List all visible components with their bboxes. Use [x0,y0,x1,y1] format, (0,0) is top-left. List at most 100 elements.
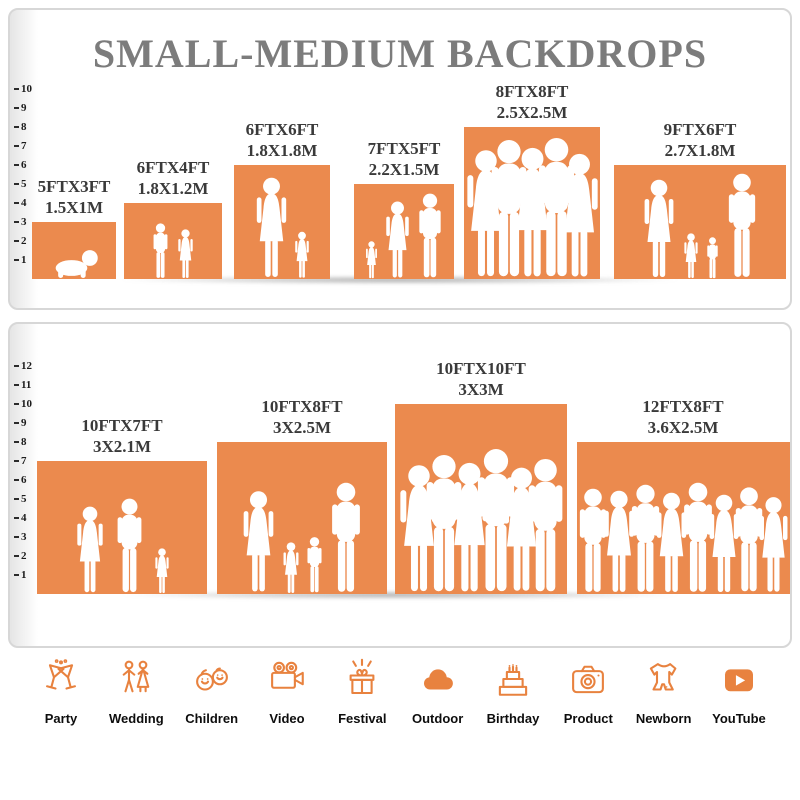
category-product: Product [555,658,621,726]
woman-silhouette [757,496,790,594]
axis-tick: 1 [14,254,27,266]
axis-tick: 2 [14,550,27,562]
silhouette-group [234,177,330,279]
bar-size-label: 7FTX5FT 2.2X1.5M [368,139,441,180]
child-silhouette [683,233,699,279]
bar-size-label: 10FTX8FT 3X2.5M [261,397,342,438]
size-m: 3X2.5M [272,417,332,437]
axis-tick: 5 [14,493,27,505]
backdrop-bar-8x8 [464,127,600,279]
child-silhouette [306,536,323,594]
bar-size-label: 6FTX4FT 1.8X1.2M [137,158,210,199]
man-silhouette [726,173,758,279]
size-ft: 6FTX6FT [245,120,319,140]
outdoor-icon [423,669,453,690]
bar-size-label: 5FTX3FT 1.5X1M [38,177,111,218]
children-icon [195,667,228,691]
axis-tick: 11 [14,379,31,391]
category-label: Party [44,711,78,726]
birthday-icon [498,664,528,696]
category-label: YouTube [712,711,766,726]
child-silhouette [365,241,378,279]
woman-silhouette [254,177,289,279]
backdrop-bar-10x7 [37,461,207,594]
top-chart: 5FTX3FT 1.5X1M 6FTX4FT 1.8X1.2M 6FTX6FT … [10,10,790,279]
child-silhouette [706,237,719,279]
axis-tick: 8 [14,436,27,448]
category-label: Newborn [635,711,692,726]
festival-icon [349,658,375,695]
bar-size-label: 10FTX10FT 3X3M [436,359,526,400]
backdrop-bar-6x4 [124,203,222,279]
silhouette-group [395,448,567,594]
bar-size-label: 10FTX7FT 3X2.1M [81,416,162,457]
size-ft: 8FTX8FT [495,82,569,102]
size-m: 2.5X2.5M [496,102,568,122]
category-wedding: Wedding [103,658,169,726]
category-label: Outdoor [412,711,464,726]
party-icon [46,659,76,690]
bottom-chart: 10FTX7FT 3X2.1M 10FTX8FT 3X2.5M [10,324,790,594]
backdrop-bar-7x5 [354,184,454,279]
size-ft: 10FTX7FT [81,416,163,436]
silhouette-group [124,223,222,279]
backdrop-bar-9x6 [614,165,786,279]
category-youtube: YouTube [706,658,772,726]
axis-tick: 7 [14,455,27,467]
woman-silhouette [642,179,676,279]
bar-size-label: 6FTX6FT 1.8X1.8M [246,120,319,161]
woman-silhouette [558,153,601,279]
silhouette-group [577,482,790,594]
page-title: SMALL-MEDIUM BACKDROPS [92,31,708,76]
category-outdoor: Outdoor [405,658,471,726]
backdrop-bar-10x8 [217,442,387,594]
bar-size-label: 9FTX6FT 2.7X1.8M [664,120,737,161]
size-ft: 10FTX8FT [261,397,343,417]
size-m: 3X3M [458,379,504,399]
category-festival: Festival [329,658,395,726]
size-ft: 12FTX8FT [642,397,724,417]
woman-silhouette [241,490,276,594]
axis-tick: 1 [14,569,27,581]
size-m: 1.8X1.8M [246,140,318,160]
category-children: Children [179,658,245,726]
woman-silhouette [384,201,411,279]
backdrop-bar-6x6 [234,165,330,279]
youtube-icon [724,669,753,692]
category-label: Product [563,711,613,726]
man-silhouette [329,482,363,594]
baby-silhouette [49,247,99,279]
axis-tick: 9 [14,102,27,114]
category-party: Party [28,658,94,726]
child-silhouette [294,231,310,279]
bar-size-label: 8FTX8FT 2.5X2.5M [496,82,569,123]
category-label: Birthday [486,711,540,726]
silhouette-group [614,173,786,279]
size-ft: 9FTX6FT [663,120,737,140]
category-label: Video [269,711,305,726]
child-silhouette [177,229,194,279]
axis-tick: 3 [14,531,27,543]
backdrop-bar-12x8 [577,442,790,594]
axis-tick: 2 [14,235,27,247]
size-ft: 10FTX10FT [436,359,526,379]
axis-tick: 6 [14,474,27,486]
child-silhouette [152,223,169,279]
woman-silhouette [75,506,105,594]
size-m: 1.8X1.2M [137,178,209,198]
axis-tick: 3 [14,216,27,228]
wedding-icon [123,660,150,693]
axis-tick: 8 [14,121,27,133]
size-m: 3X2.1M [92,436,152,456]
category-label: Festival [338,711,387,726]
size-m: 3.6X2.5M [647,417,719,437]
axis-tick: 10 [14,83,32,95]
size-ft: 6FTX4FT [136,158,210,178]
size-m: 1.5X1M [44,197,104,217]
category-label: Children [185,711,239,726]
axis-tick: 5 [14,178,27,190]
backdrop-bar-10x10 [395,404,567,594]
size-m: 2.2X1.5M [368,159,440,179]
size-ft: 5FTX3FT [37,177,111,197]
bar-size-label: 12FTX8FT 3.6X2.5M [642,397,723,438]
